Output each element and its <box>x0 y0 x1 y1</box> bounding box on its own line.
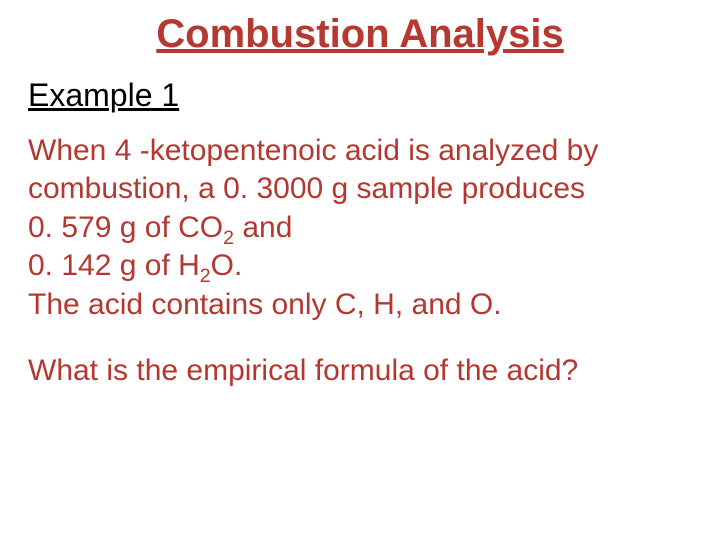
slide: Combustion Analysis Example 1 When 4 -ke… <box>0 0 720 540</box>
question: What is the empirical formula of the aci… <box>28 352 692 390</box>
body-line-5: The acid contains only C, H, and O. <box>28 286 692 324</box>
example-heading: Example 1 <box>28 77 692 114</box>
co2-subscript: 2 <box>223 227 234 249</box>
body-line-3b: and <box>234 211 292 244</box>
body-line-4a: 0. 142 g of H <box>28 249 200 282</box>
body-line-4: 0. 142 g of H2O. <box>28 247 692 285</box>
body-line-3: 0. 579 g of CO2 and <box>28 209 692 247</box>
slide-title: Combustion Analysis <box>28 12 692 57</box>
problem-statement: When 4 -ketopentenoic acid is analyzed b… <box>28 132 692 324</box>
body-line-1: When 4 -ketopentenoic acid is analyzed b… <box>28 132 692 170</box>
body-line-4b: O. <box>211 249 243 282</box>
body-line-2: combustion, a 0. 3000 g sample produces <box>28 170 692 208</box>
h2o-subscript: 2 <box>200 265 211 287</box>
body-line-3a: 0. 579 g of CO <box>28 211 223 244</box>
